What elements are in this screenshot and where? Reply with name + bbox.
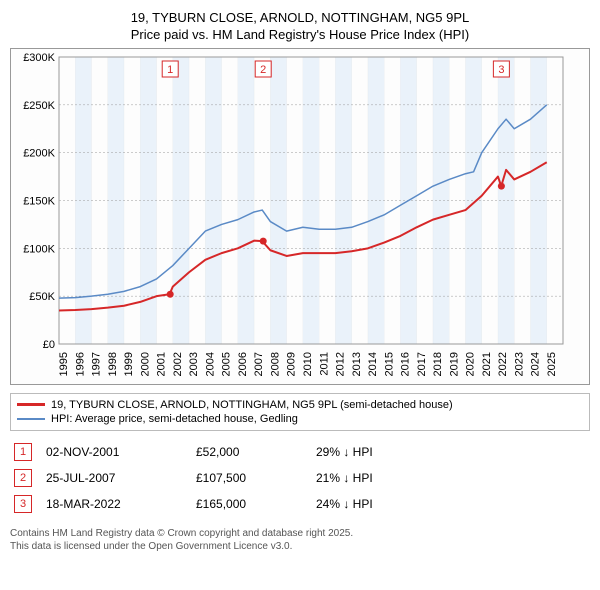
marker-delta-3: 24% ↓ HPI: [316, 497, 456, 511]
svg-text:2022: 2022: [497, 352, 509, 376]
footer: Contains HM Land Registry data © Crown c…: [10, 527, 590, 553]
svg-text:2001: 2001: [156, 352, 168, 376]
marker-badge-1: 1: [14, 443, 32, 461]
legend-swatch-price-paid: [17, 403, 45, 406]
marker-date-3: 18-MAR-2022: [46, 497, 196, 511]
svg-text:2003: 2003: [188, 352, 200, 376]
svg-text:3: 3: [498, 64, 504, 76]
legend-row-price-paid: 19, TYBURN CLOSE, ARNOLD, NOTTINGHAM, NG…: [17, 398, 583, 412]
marker-row-2: 2 25-JUL-2007 £107,500 21% ↓ HPI: [10, 465, 590, 491]
svg-text:2017: 2017: [416, 352, 428, 376]
svg-text:2007: 2007: [253, 352, 265, 376]
svg-text:2008: 2008: [269, 352, 281, 376]
svg-text:1998: 1998: [107, 352, 119, 376]
svg-text:2020: 2020: [465, 352, 477, 376]
svg-text:1999: 1999: [123, 352, 135, 376]
svg-text:2010: 2010: [302, 352, 314, 376]
legend-row-hpi: HPI: Average price, semi-detached house,…: [17, 412, 583, 426]
svg-text:2024: 2024: [530, 352, 542, 376]
legend-label-price-paid: 19, TYBURN CLOSE, ARNOLD, NOTTINGHAM, NG…: [51, 399, 453, 411]
svg-text:2005: 2005: [221, 352, 233, 376]
svg-text:2011: 2011: [318, 352, 330, 376]
svg-text:2018: 2018: [432, 352, 444, 376]
svg-text:2: 2: [260, 64, 266, 76]
svg-text:2014: 2014: [367, 352, 379, 376]
marker-date-2: 25-JUL-2007: [46, 471, 196, 485]
svg-text:£150K: £150K: [23, 195, 55, 207]
marker-table: 1 02-NOV-2001 £52,000 29% ↓ HPI 2 25-JUL…: [10, 439, 590, 517]
chart-title: 19, TYBURN CLOSE, ARNOLD, NOTTINGHAM, NG…: [10, 10, 590, 44]
svg-text:2004: 2004: [204, 352, 216, 376]
svg-text:1996: 1996: [74, 352, 86, 376]
marker-delta-2: 21% ↓ HPI: [316, 471, 456, 485]
svg-text:2000: 2000: [139, 352, 151, 376]
svg-text:2021: 2021: [481, 352, 493, 376]
marker-row-3: 3 18-MAR-2022 £165,000 24% ↓ HPI: [10, 491, 590, 517]
marker-badge-3: 3: [14, 495, 32, 513]
svg-text:2025: 2025: [546, 352, 558, 376]
svg-text:2023: 2023: [513, 352, 525, 376]
svg-text:2002: 2002: [172, 352, 184, 376]
svg-text:2019: 2019: [448, 352, 460, 376]
svg-text:£50K: £50K: [29, 291, 55, 303]
svg-text:2009: 2009: [286, 352, 298, 376]
chart-svg: £0 £50K £100K £150K £200K £250K £300K 1995 1996 1…: [11, 49, 571, 384]
marker-price-1: £52,000: [196, 445, 316, 459]
svg-text:2006: 2006: [237, 352, 249, 376]
marker-price-3: £165,000: [196, 497, 316, 511]
marker-row-1: 1 02-NOV-2001 £52,000 29% ↓ HPI: [10, 439, 590, 465]
legend-label-hpi: HPI: Average price, semi-detached house,…: [51, 413, 298, 425]
legend-swatch-hpi: [17, 418, 45, 420]
svg-text:£100K: £100K: [23, 243, 55, 255]
footer-line-2: This data is licensed under the Open Gov…: [10, 541, 292, 552]
price-chart: £0 £50K £100K £150K £200K £250K £300K 1995 1996 1…: [10, 48, 590, 385]
title-line-2: Price paid vs. HM Land Registry's House …: [131, 27, 469, 42]
marker-date-1: 02-NOV-2001: [46, 445, 196, 459]
marker-delta-1: 29% ↓ HPI: [316, 445, 456, 459]
footer-line-1: Contains HM Land Registry data © Crown c…: [10, 528, 353, 539]
svg-text:2012: 2012: [335, 352, 347, 376]
svg-text:£0: £0: [43, 339, 55, 351]
svg-text:£250K: £250K: [23, 100, 55, 112]
marker-badge-2: 2: [14, 469, 32, 487]
svg-text:1: 1: [167, 64, 173, 76]
svg-text:2016: 2016: [400, 352, 412, 376]
svg-text:2015: 2015: [383, 352, 395, 376]
svg-text:1997: 1997: [91, 352, 103, 376]
svg-text:2013: 2013: [351, 352, 363, 376]
svg-text:1995: 1995: [58, 352, 70, 376]
legend: 19, TYBURN CLOSE, ARNOLD, NOTTINGHAM, NG…: [10, 393, 590, 431]
marker-price-2: £107,500: [196, 471, 316, 485]
title-line-1: 19, TYBURN CLOSE, ARNOLD, NOTTINGHAM, NG…: [131, 10, 470, 25]
svg-text:£200K: £200K: [23, 147, 55, 159]
svg-text:£300K: £300K: [23, 52, 55, 64]
